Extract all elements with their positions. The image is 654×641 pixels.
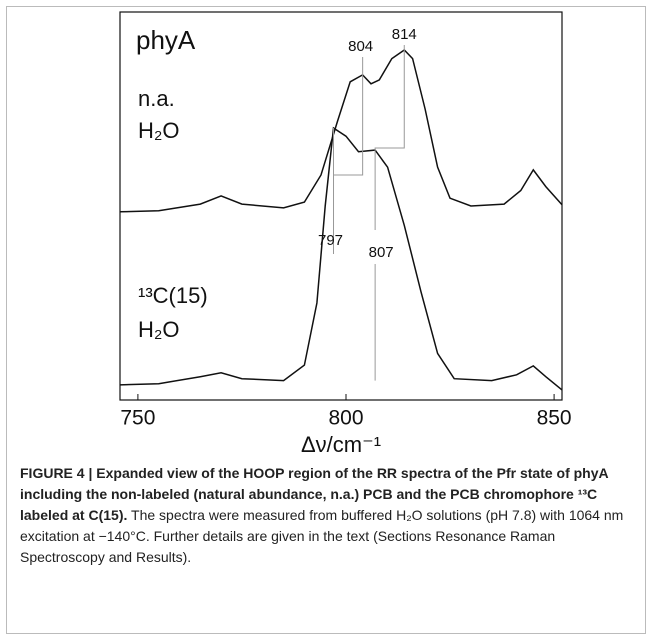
caption: FIGURE 4 | Expanded view of the HOOP reg…	[20, 463, 635, 568]
spectrum-line	[119, 126, 563, 391]
x-tick-label: 750	[120, 407, 155, 430]
x-axis-label: Δν/cm⁻¹	[301, 432, 381, 457]
peak-label: 804	[348, 38, 373, 55]
plot-frame	[119, 11, 563, 401]
peak-guide	[374, 45, 405, 230]
series-label: H₂O	[138, 317, 180, 342]
caption-bold: FIGURE 4 | Expanded view of the HOOP reg…	[20, 465, 609, 523]
series-label: ¹³C(15)	[138, 283, 208, 308]
peak-label: 807	[369, 244, 394, 261]
peak-label: 797	[318, 232, 343, 249]
peak-label: 814	[392, 26, 417, 43]
x-tick-label: 800	[328, 407, 363, 430]
figure-frame	[6, 6, 646, 634]
series-label: H₂O	[138, 118, 180, 143]
chart: phyA 750 800 850 Δν/cm⁻¹ n.a. H₂O ¹³C(15) H₂O 804…	[119, 11, 572, 457]
spectrum-line	[119, 49, 563, 213]
panel-label: phyA	[136, 25, 196, 55]
caption-text: The spectra were measured from buffered …	[20, 507, 624, 565]
peak-guide	[333, 57, 364, 230]
x-tick-label: 850	[537, 407, 572, 430]
series-label: n.a.	[138, 86, 175, 111]
